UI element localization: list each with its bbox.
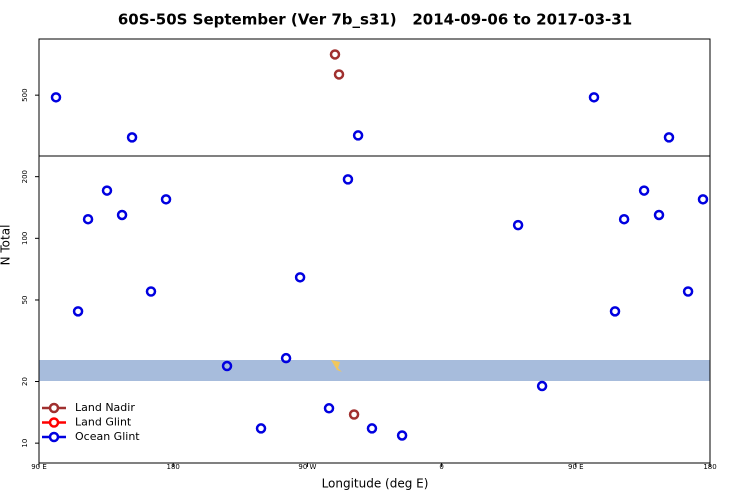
y-tick-label: 10 bbox=[21, 439, 29, 448]
chart-title: 60S-50S September (Ver 7b_s31) 2014-09-0… bbox=[118, 11, 632, 29]
data-point bbox=[638, 185, 650, 196]
legend-label: Land Glint bbox=[75, 416, 132, 429]
data-point bbox=[323, 403, 335, 414]
data-point bbox=[255, 423, 267, 434]
data-point bbox=[352, 130, 364, 141]
x-axis-label: Longitude (deg E) bbox=[322, 477, 429, 491]
data-point bbox=[348, 409, 360, 420]
data-point bbox=[366, 423, 378, 434]
data-point bbox=[116, 209, 128, 221]
y-axis-label: N Total bbox=[0, 225, 13, 266]
land-patch bbox=[331, 360, 342, 372]
data-point bbox=[653, 209, 665, 221]
data-point bbox=[221, 360, 233, 372]
data-point bbox=[333, 69, 345, 80]
x-tick-label: 0 bbox=[439, 463, 443, 471]
x-tick-label: 90 E bbox=[31, 463, 47, 471]
y-tick-label: 20 bbox=[21, 377, 29, 386]
legend-marker bbox=[48, 431, 60, 443]
plot-frame bbox=[38, 38, 711, 464]
data-point bbox=[342, 174, 354, 185]
data-point bbox=[329, 49, 341, 60]
legend-marker bbox=[48, 402, 60, 414]
x-tick-label: 180 bbox=[167, 463, 180, 471]
data-point bbox=[126, 132, 138, 143]
y-tick-label: 100 bbox=[21, 232, 29, 245]
data-point bbox=[50, 92, 62, 103]
x-tick-label: 180 bbox=[703, 463, 716, 471]
x-tick-label: 90 E bbox=[568, 463, 584, 471]
data-point bbox=[512, 219, 524, 231]
data-point bbox=[618, 213, 630, 225]
data-point bbox=[697, 194, 709, 205]
data-point bbox=[609, 306, 621, 317]
data-point bbox=[294, 272, 306, 283]
data-point bbox=[588, 92, 600, 103]
data-point bbox=[682, 286, 694, 297]
data-point bbox=[101, 185, 113, 196]
legend-label: Ocean Glint bbox=[75, 430, 140, 443]
data-point bbox=[396, 430, 408, 441]
data-point bbox=[280, 352, 292, 364]
legend-label: Land Nadir bbox=[75, 401, 135, 414]
y-tick-label: 50 bbox=[21, 296, 29, 305]
data-point bbox=[72, 306, 84, 317]
latitude-band bbox=[39, 360, 710, 381]
x-tick-label: 90 W bbox=[298, 463, 316, 471]
data-point bbox=[145, 286, 157, 297]
data-point bbox=[663, 132, 675, 143]
data-point bbox=[536, 380, 548, 392]
y-tick-label: 500 bbox=[21, 88, 29, 101]
y-tick-label: 200 bbox=[21, 170, 29, 183]
data-point bbox=[160, 194, 172, 205]
legend-marker bbox=[48, 417, 60, 428]
data-point bbox=[82, 213, 94, 225]
